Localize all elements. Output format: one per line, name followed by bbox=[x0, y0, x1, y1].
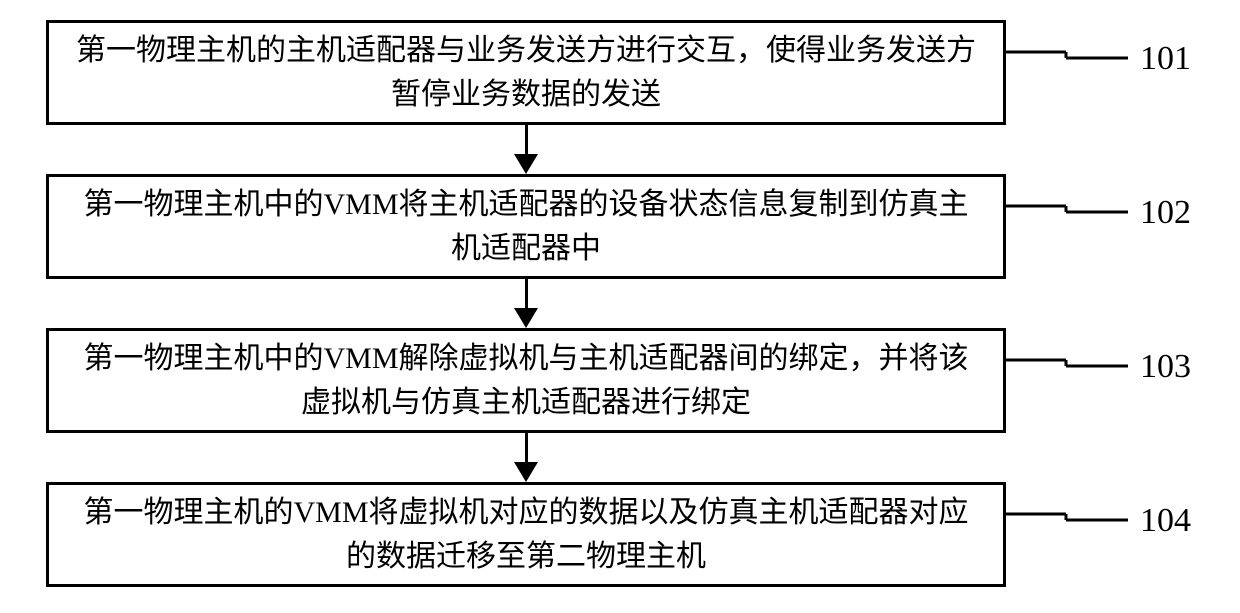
arrow-101-102-shaft bbox=[525, 125, 528, 154]
step-box-103: 第一物理主机中的VMM解除虚拟机与主机适配器间的绑定，并将该虚拟机与仿真主机适配… bbox=[46, 328, 1006, 433]
arrow-102-103-head bbox=[514, 308, 538, 328]
step-label-104: 104 bbox=[1140, 502, 1191, 540]
arrow-102-103-shaft bbox=[525, 279, 528, 308]
connector-101 bbox=[1006, 40, 1128, 76]
step-label-102: 102 bbox=[1140, 194, 1191, 232]
step-box-102: 第一物理主机中的VMM将主机适配器的设备状态信息复制到仿真主机适配器中 bbox=[46, 174, 1006, 279]
step-text-103: 第一物理主机中的VMM解除虚拟机与主机适配器间的绑定，并将该虚拟机与仿真主机适配… bbox=[69, 337, 983, 424]
step-label-101: 101 bbox=[1140, 40, 1191, 78]
step-text-104: 第一物理主机的VMM将虚拟机对应的数据以及仿真主机适配器对应的数据迁移至第二物理… bbox=[69, 491, 983, 578]
arrow-103-104-head bbox=[514, 462, 538, 482]
connector-103 bbox=[1006, 348, 1128, 384]
arrow-103-104-shaft bbox=[525, 433, 528, 462]
flowchart-container: 第一物理主机的主机适配器与业务发送方进行交互，使得业务发送方暂停业务数据的发送 … bbox=[0, 0, 1240, 613]
step-text-102: 第一物理主机中的VMM将主机适配器的设备状态信息复制到仿真主机适配器中 bbox=[69, 183, 983, 270]
arrow-101-102-head bbox=[514, 154, 538, 174]
connector-102 bbox=[1006, 194, 1128, 230]
step-box-104: 第一物理主机的VMM将虚拟机对应的数据以及仿真主机适配器对应的数据迁移至第二物理… bbox=[46, 482, 1006, 587]
step-box-101: 第一物理主机的主机适配器与业务发送方进行交互，使得业务发送方暂停业务数据的发送 bbox=[46, 20, 1006, 125]
connector-104 bbox=[1006, 502, 1128, 538]
step-label-103: 103 bbox=[1140, 348, 1191, 386]
step-text-101: 第一物理主机的主机适配器与业务发送方进行交互，使得业务发送方暂停业务数据的发送 bbox=[69, 29, 983, 116]
